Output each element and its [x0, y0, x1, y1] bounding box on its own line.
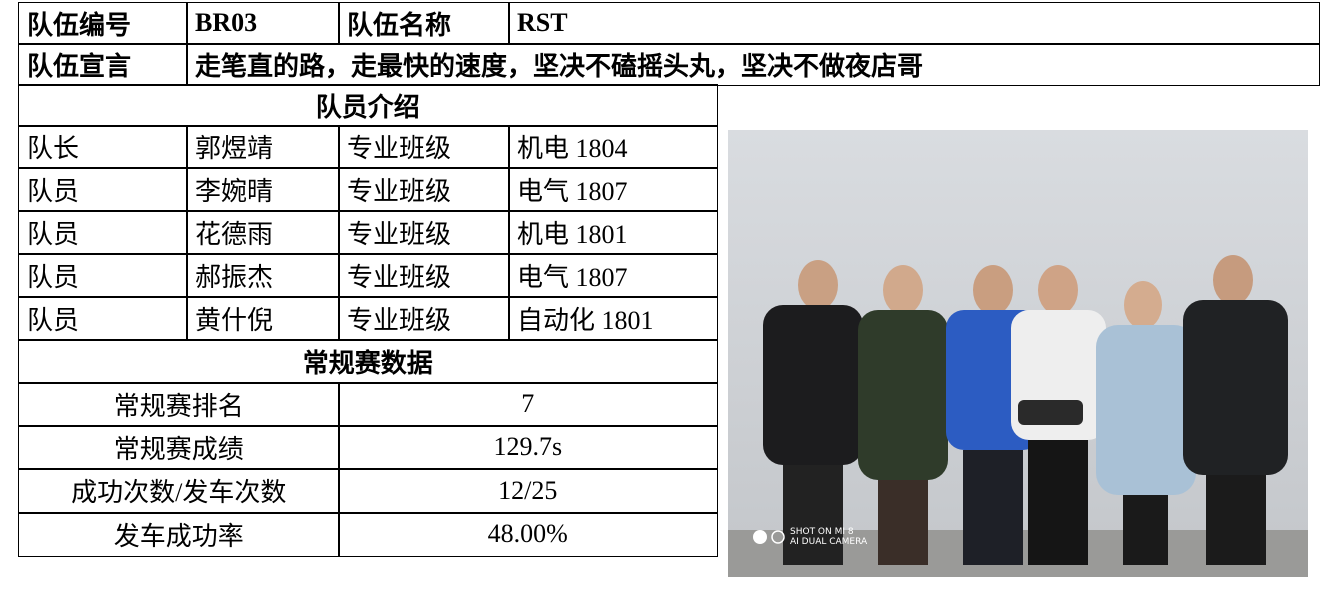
stat-label: 常规赛排名 [18, 382, 340, 427]
watermark: SHOT ON MI 8 [790, 527, 854, 537]
stat-value: 48.00% [338, 512, 718, 557]
stat-value: 12/25 [338, 468, 718, 514]
stat-label: 发车成功率 [18, 512, 340, 557]
member-cell: 专业班级 [338, 253, 510, 298]
member-cell: 电气 1807 [508, 167, 718, 212]
member-cell: 队员 [18, 210, 188, 255]
member-cell: 专业班级 [338, 210, 510, 255]
member-cell: 郝振杰 [186, 253, 340, 298]
watermark: AI DUAL CAMERA [790, 537, 868, 547]
stat-label: 常规赛成绩 [18, 425, 340, 470]
member-cell: 队员 [18, 167, 188, 212]
label: 队伍名称 [338, 2, 510, 45]
member-cell: 花德雨 [186, 210, 340, 255]
team-photo: SHOT ON MI 8 AI DUAL CAMERA [728, 130, 1308, 577]
member-cell: 郭煜靖 [186, 125, 340, 169]
value: BR03 [186, 2, 340, 45]
member-cell: 机电 1801 [508, 210, 718, 255]
member-cell: 自动化 1801 [508, 296, 718, 341]
member-cell: 队长 [18, 125, 188, 169]
value: RST [508, 2, 1320, 45]
section-title: 队员介绍 [18, 84, 718, 127]
member-cell: 黄什倪 [186, 296, 340, 341]
member-cell: 专业班级 [338, 167, 510, 212]
member-cell: 机电 1804 [508, 125, 718, 169]
member-cell: 队员 [18, 296, 188, 341]
stat-value: 7 [338, 382, 718, 427]
label: 队伍编号 [18, 2, 188, 45]
section-title: 常规赛数据 [18, 339, 718, 384]
stat-label: 成功次数/发车次数 [18, 468, 340, 514]
member-cell: 专业班级 [338, 296, 510, 341]
label: 队伍宣言 [18, 43, 188, 86]
member-cell: 李婉晴 [186, 167, 340, 212]
value: 走笔直的路，走最快的速度，坚决不磕摇头丸，坚决不做夜店哥 [186, 43, 1320, 86]
people [763, 255, 1288, 565]
member-cell: 专业班级 [338, 125, 510, 169]
member-cell: 电气 1807 [508, 253, 718, 298]
stat-value: 129.7s [338, 425, 718, 470]
member-cell: 队员 [18, 253, 188, 298]
